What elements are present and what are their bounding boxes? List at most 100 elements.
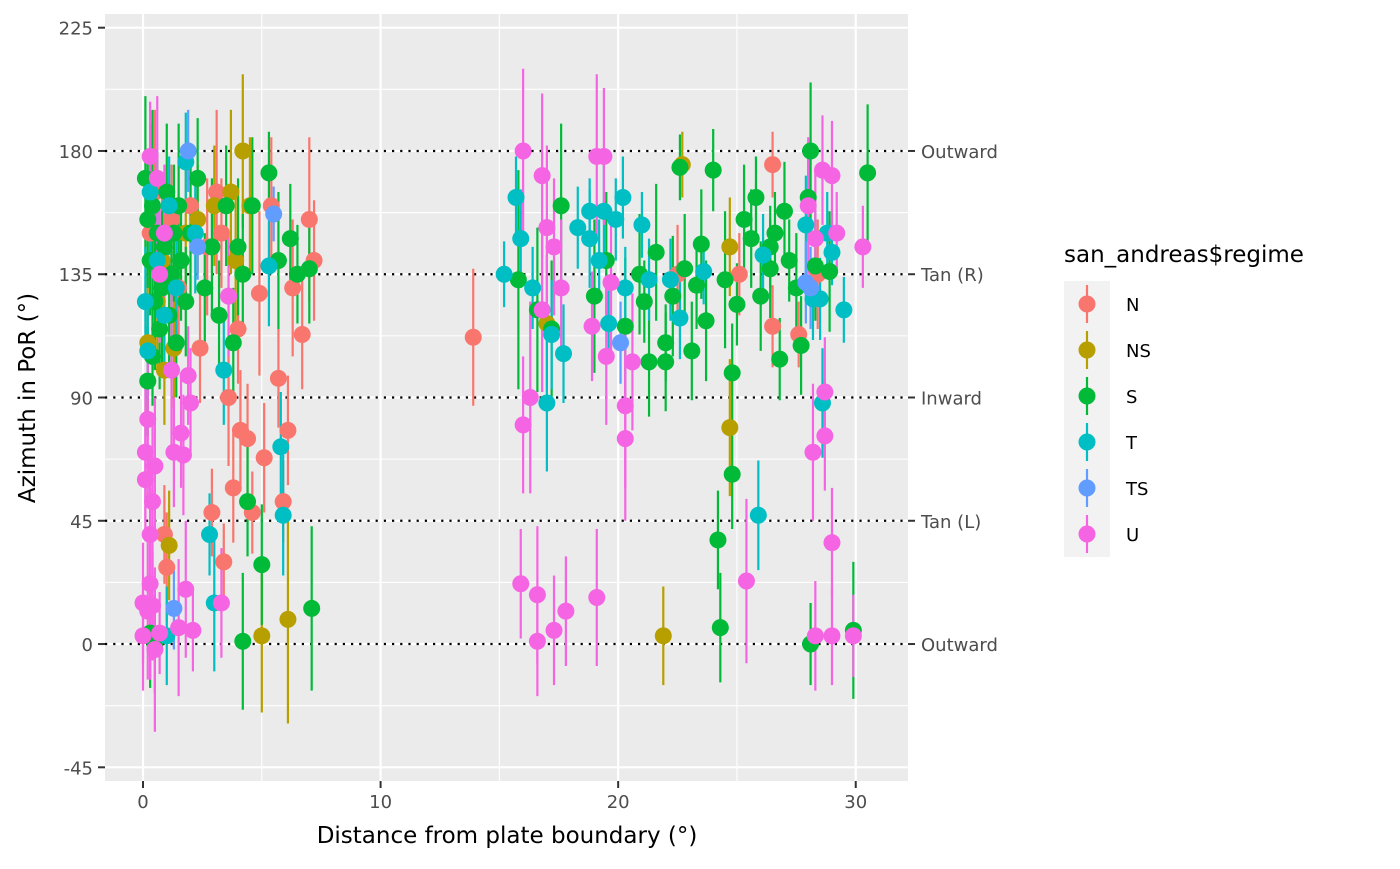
point-S (671, 158, 689, 176)
point-T (141, 183, 159, 201)
point-U (174, 446, 192, 464)
point-U (146, 641, 164, 659)
point-NS (234, 142, 252, 160)
point-S (224, 334, 242, 352)
point-U (816, 427, 834, 445)
point-S (281, 230, 299, 248)
point-N (224, 479, 242, 497)
point-S (217, 197, 235, 215)
point-U (557, 602, 575, 620)
point-S (163, 265, 181, 283)
point-S (303, 599, 321, 617)
point-U (151, 624, 169, 642)
point-S (509, 271, 527, 289)
point-NS (222, 183, 240, 201)
legend-label: T (1125, 433, 1138, 454)
point-S (158, 183, 176, 201)
point-U (148, 169, 166, 187)
point-U (552, 279, 570, 297)
point-S (234, 632, 252, 650)
point-U (136, 471, 154, 489)
point-TS (265, 205, 283, 223)
point-U (799, 197, 817, 215)
point-N (203, 504, 221, 522)
y-tick-label: 180 (59, 142, 93, 163)
point-U (139, 410, 157, 428)
point-U (170, 619, 188, 637)
point-T (811, 290, 829, 308)
point-N (250, 284, 268, 302)
point-U (602, 273, 620, 291)
point-T (595, 202, 613, 220)
reference-label: Outward (921, 635, 998, 656)
point-NS (721, 419, 739, 437)
point-U (538, 219, 556, 237)
legend: san_andreas$regime N NS S T TS U (1064, 242, 1304, 557)
data-points (134, 142, 877, 659)
y-tick-label: 90 (70, 389, 93, 410)
y-axis-title: Azimuth in PoR (°) (15, 293, 41, 503)
point-U (545, 238, 563, 256)
legend-label: U (1126, 525, 1139, 546)
point-S (253, 556, 271, 574)
point-T (160, 197, 178, 215)
point-S (752, 287, 770, 305)
reference-label: Tan (R) (920, 265, 984, 286)
y-tick-label: 45 (70, 512, 93, 533)
point-U (816, 383, 834, 401)
point-T (155, 306, 173, 324)
point-N (158, 558, 176, 576)
point-TS (189, 238, 207, 256)
point-N (293, 325, 311, 343)
point-S (692, 235, 710, 253)
point-S (761, 260, 779, 278)
point-S (647, 243, 665, 261)
point-N (215, 553, 233, 571)
point-S (747, 189, 765, 207)
y-tick-label: 0 (82, 635, 93, 656)
point-S (585, 287, 603, 305)
point-U (597, 347, 615, 365)
point-NS (227, 252, 245, 270)
point-S (775, 202, 793, 220)
point-T (512, 230, 530, 248)
point-T (835, 301, 853, 319)
point-S (155, 238, 173, 256)
y-tick-label: 135 (59, 265, 93, 286)
point-S (716, 271, 734, 289)
point-N (730, 265, 748, 283)
x-axis-title: Distance from plate boundary (°) (317, 823, 698, 849)
point-U (588, 588, 606, 606)
legend-key-point (1078, 341, 1096, 359)
point-T (695, 262, 713, 280)
point-S (806, 257, 824, 275)
point-U (134, 627, 152, 645)
point-S (616, 317, 634, 335)
point-T (272, 438, 290, 456)
point-S (657, 353, 675, 371)
legend-label: S (1126, 387, 1137, 408)
point-S (802, 142, 820, 160)
reference-labels: Outward Tan (R) Inward Tan (L) Outward (908, 142, 998, 656)
point-N (764, 156, 782, 174)
point-NS (721, 238, 739, 256)
point-U (179, 367, 197, 385)
point-U (823, 167, 841, 185)
point-U (737, 572, 755, 590)
point-S (234, 265, 252, 283)
point-S (210, 306, 228, 324)
point-S (771, 350, 789, 368)
legend-key-point (1078, 479, 1096, 497)
point-NS (279, 610, 297, 628)
point-U (616, 430, 634, 448)
point-U (512, 575, 530, 593)
point-S (136, 169, 154, 187)
point-U (616, 397, 634, 415)
point-T (136, 293, 154, 311)
point-U (521, 389, 539, 406)
legend-key-point (1078, 295, 1096, 313)
point-S (723, 364, 741, 382)
point-N (764, 317, 782, 335)
x-tick-label: 30 (844, 792, 867, 813)
